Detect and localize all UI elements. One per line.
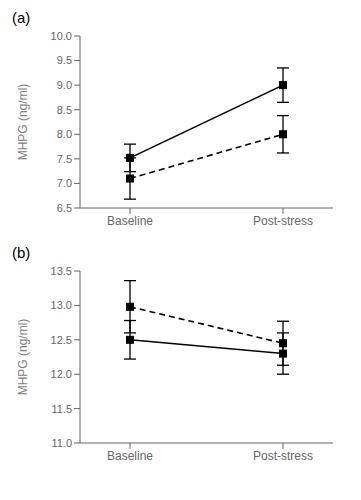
svg-text:7.0: 7.0 [57,177,72,189]
svg-text:Post-stress: Post-stress [253,449,313,463]
html-text:(b): (b) [12,244,31,261]
svg-text:10.0: 10.0 [51,30,72,42]
svg-text:8.0: 8.0 [57,128,72,140]
svg-text:9.0: 9.0 [57,79,72,91]
svg-text:8.5: 8.5 [57,104,72,116]
svg-text:Baseline: Baseline [107,449,153,463]
svg-text:13.0: 13.0 [51,299,72,311]
svg-text:MHPG (ng/ml): MHPG (ng/ml) [16,319,30,396]
svg-text:13.5: 13.5 [51,265,72,277]
svg-text:7.5: 7.5 [57,153,72,165]
svg-text:6.5: 6.5 [57,202,72,214]
svg-text:12.0: 12.0 [51,368,72,380]
svg-text:11.5: 11.5 [51,403,72,415]
svg-text:12.5: 12.5 [51,334,72,346]
html-text:(a): (a) [12,9,31,26]
svg-text:9.5: 9.5 [57,54,72,66]
svg-text:11.0: 11.0 [51,437,72,449]
svg-text:MHPG (ng/ml): MHPG (ng/ml) [16,84,30,161]
svg-text:Post-stress: Post-stress [253,214,313,228]
svg-text:Baseline: Baseline [107,214,153,228]
